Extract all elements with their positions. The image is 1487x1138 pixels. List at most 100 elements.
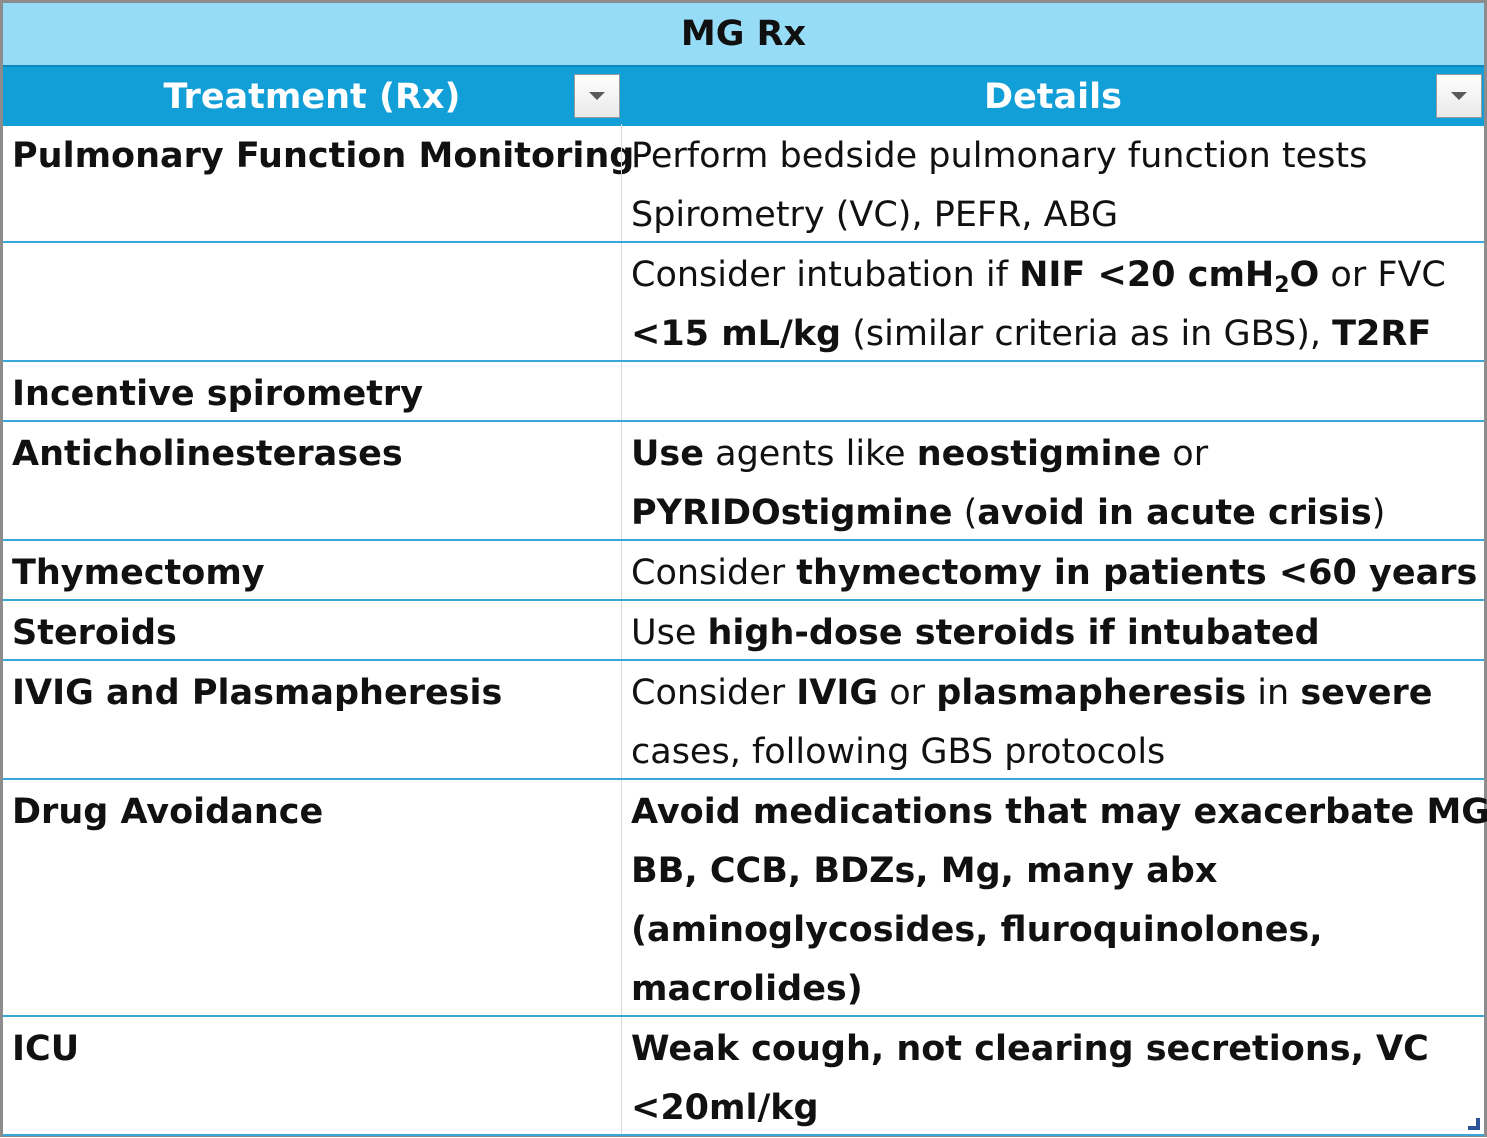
treatment-cell[interactable]: Pulmonary Function Monitoring [3,124,634,241]
details-line: Consider IVIG or plasmapheresis in sever… [631,664,1485,723]
details-text-segment: or [1161,434,1209,474]
details-text-segment: Consider intubation if [631,255,1020,295]
details-cell[interactable]: Use high-dose steroids if intubated [621,601,1485,659]
treatment-text: IVIG and Plasmapheresis [12,673,503,713]
details-cell[interactable]: Avoid medications that may exacerbate MG… [621,780,1487,1015]
table-row[interactable]: Thymectomy Consider thymectomy in patient… [3,541,1484,601]
treatment-text: Thymectomy [12,553,265,593]
details-text-segment: (similar criteria as in GBS), [841,314,1333,354]
table-resize-handle[interactable] [1468,1118,1480,1130]
header-row: Treatment (Rx) Details [3,65,1484,126]
details-text-segment: in [1246,673,1301,713]
treatment-text: Pulmonary Function Monitoring [12,136,635,176]
table-title-text: MG Rx [680,14,807,54]
treatment-cell[interactable]: Steroids [3,601,621,659]
treatment-cell[interactable]: Thymectomy [3,541,621,599]
dropdown-arrow-icon [589,92,605,100]
details-text-segment: Weak cough, not clearing secretions, VC [631,1029,1429,1069]
details-line: Weak cough, not clearing secretions, VC [631,1020,1485,1079]
details-line: <20ml/kg [631,1079,1485,1138]
details-text-segment: IVIG [796,673,879,713]
treatment-cell[interactable]: Incentive spirometry [3,362,621,420]
details-text-segment: (aminoglycosides, fluroquinolones, [631,910,1323,950]
filter-dropdown-treatment-button[interactable] [574,74,620,118]
details-text-segment: avoid in acute crisis [977,493,1372,533]
table-row[interactable]: Incentive spirometry [3,362,1484,422]
details-line [631,365,1485,424]
details-text-segment: <20ml/kg [631,1088,819,1128]
details-text-segment: ( [952,493,978,533]
details-text-segment: Spirometry (VC), PEFR, ABG [631,195,1119,235]
treatment-cell[interactable]: Drug Avoidance [3,780,621,1015]
details-text-segment: cases, following GBS protocols [631,732,1166,772]
treatment-text: Steroids [12,613,177,653]
treatment-cell[interactable] [3,243,621,360]
table-title: MG Rx [3,3,1484,65]
details-line: Use high-dose steroids if intubated [631,604,1485,663]
details-line: (aminoglycosides, fluroquinolones, [631,901,1485,960]
column-header-details[interactable]: Details [621,67,1485,126]
details-cell[interactable] [621,362,1485,420]
dropdown-arrow-icon [1451,92,1467,100]
table-row[interactable]: Drug Avoidance Avoid medications that may… [3,780,1487,1017]
treatment-text: ICU [12,1029,80,1069]
details-line: <15 mL/kg (similar criteria as in GBS), … [631,305,1485,364]
details-text-segment: O [1289,255,1320,295]
details-line: PYRIDOstigmine (avoid in acute crisis) [631,484,1485,543]
table-row[interactable]: Anticholinesterases Use agents like neost… [3,422,1484,541]
details-line: Avoid medications that may exacerbate MG [631,783,1487,842]
column-header-details-label: Details [984,76,1122,117]
details-text-segment: agents like [704,434,917,474]
details-text-segment: <15 mL/kg [631,314,842,354]
treatment-cell[interactable]: IVIG and Plasmapheresis [3,661,621,778]
table-row[interactable]: IVIG and Plasmapheresis Consider IVIG or … [3,661,1484,780]
details-cell[interactable]: Consider thymectomy in patients <60 year… [621,541,1485,599]
details-line: macrolides) [631,960,1485,1019]
details-line: Spirometry (VC), PEFR, ABG [631,186,1485,245]
details-text-segment: neostigmine [916,434,1162,474]
details-cell[interactable]: Perform bedside pulmonary function tests… [621,124,1485,241]
details-text-segment: or FVC [1319,255,1446,295]
column-header-treatment-label: Treatment (Rx) [163,76,461,117]
details-cell[interactable]: Consider IVIG or plasmapheresis in sever… [621,661,1485,778]
details-text-segment: thymectomy in patients <60 years [796,553,1478,593]
details-text-segment: Use [631,434,704,474]
details-text-segment: ) [1371,493,1386,533]
details-line: Consider intubation if NIF <20 cmH2O or … [631,246,1485,305]
column-header-treatment[interactable]: Treatment (Rx) [3,67,621,126]
table-row[interactable]: Pulmonary Function Monitoring Perform bed… [3,124,1484,243]
details-line: Perform bedside pulmonary function tests [631,127,1485,186]
details-text-segment: NIF <20 cmH [1019,255,1275,295]
details-text-segment: T2RF [1332,314,1432,354]
details-text-segment: macrolides) [631,969,863,1009]
details-text-segment: 2 [1274,273,1290,298]
details-line: Consider thymectomy in patients <60 year… [631,544,1485,603]
treatment-text: Incentive spirometry [12,374,424,414]
details-cell[interactable]: Consider intubation if NIF <20 cmH2O or … [621,243,1485,360]
details-text-segment: severe [1300,673,1433,713]
details-cell[interactable]: Weak cough, not clearing secretions, VC <… [621,1017,1485,1134]
details-text-segment: Consider [631,553,797,593]
details-text-segment: Perform bedside pulmonary function tests [631,136,1368,176]
details-text-segment: BB, CCB, BDZs, Mg, many abx [631,851,1218,891]
details-text-segment: Consider [631,673,797,713]
treatment-cell[interactable]: ICU [3,1017,621,1134]
details-cell[interactable]: Use agents like neostigmine or PYRIDOstig… [621,422,1485,539]
details-text-segment: plasmapheresis [936,673,1247,713]
details-text-segment: Avoid medications that may exacerbate MG [631,792,1487,832]
filter-dropdown-details-button[interactable] [1436,74,1482,118]
details-text-segment: PYRIDOstigmine [631,493,953,533]
details-text-segment: Use [631,613,708,653]
treatment-text: Drug Avoidance [12,792,324,832]
treatment-text: Anticholinesterases [12,434,403,474]
details-line: Use agents like neostigmine or [631,425,1485,484]
table-row[interactable]: Consider intubation if NIF <20 cmH2O or … [3,243,1484,362]
table-row[interactable]: Steroids Use high-dose steroids if intuba… [3,601,1484,661]
details-text-segment: high-dose steroids if intubated [707,613,1320,653]
details-line: BB, CCB, BDZs, Mg, many abx [631,842,1485,901]
treatment-cell[interactable]: Anticholinesterases [3,422,621,539]
details-text-segment: or [878,673,937,713]
details-line: cases, following GBS protocols [631,723,1485,782]
table-row[interactable]: ICU Weak cough, not clearing secretions, … [3,1017,1484,1136]
